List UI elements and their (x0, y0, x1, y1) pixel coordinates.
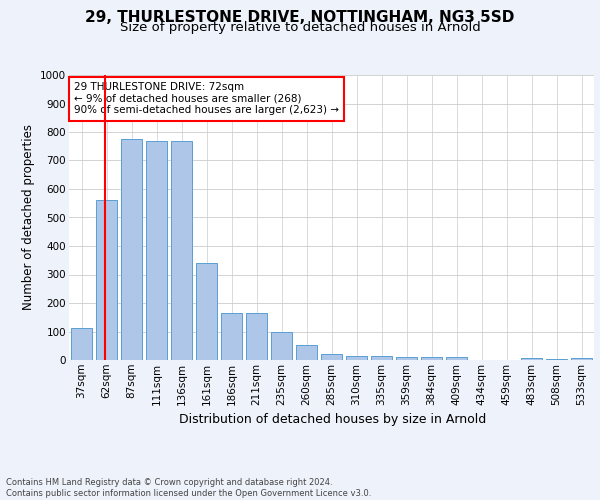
Bar (171, 140, 192, 360)
Bar (346, 356, 367, 360)
Text: Contains HM Land Registry data © Crown copyright and database right 2024.
Contai: Contains HM Land Registry data © Crown c… (6, 478, 371, 498)
Text: 29, THURLESTONE DRIVE, NOTTINGHAM, NG3 5SD: 29, THURLESTONE DRIVE, NOTTINGHAM, NG3 5… (85, 10, 515, 25)
Bar (371, 356, 392, 360)
Y-axis label: Number of detached properties: Number of detached properties (22, 124, 35, 310)
Bar (96, 200, 117, 360)
Bar (196, 262, 217, 360)
Bar (421, 357, 442, 360)
Text: Size of property relative to detached houses in Arnold: Size of property relative to detached ho… (119, 21, 481, 34)
Bar (71, 328, 92, 360)
Text: 29 THURLESTONE DRIVE: 72sqm
← 9% of detached houses are smaller (268)
90% of sem: 29 THURLESTONE DRIVE: 72sqm ← 9% of deta… (74, 82, 339, 116)
Bar (146, 140, 167, 360)
Bar (246, 313, 267, 360)
Bar (546, 359, 567, 360)
Bar (121, 139, 142, 360)
Bar (571, 358, 592, 360)
Bar (321, 354, 342, 360)
Bar (446, 357, 467, 360)
Bar (271, 332, 292, 360)
Bar (296, 345, 317, 360)
Bar (521, 358, 542, 360)
Bar (221, 313, 242, 360)
Text: Distribution of detached houses by size in Arnold: Distribution of detached houses by size … (179, 412, 487, 426)
Bar (396, 357, 417, 360)
